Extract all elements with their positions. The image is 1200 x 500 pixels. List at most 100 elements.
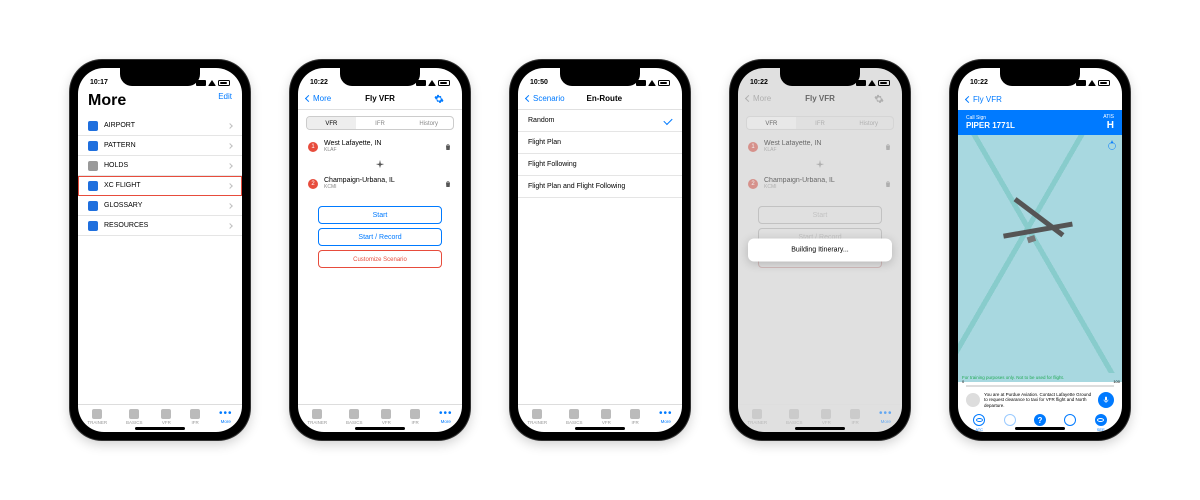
- tab-basics[interactable]: BASICS: [566, 409, 583, 425]
- back-button[interactable]: Scenario: [526, 94, 565, 103]
- trash-icon[interactable]: [444, 180, 452, 188]
- tab-more[interactable]: •••More: [219, 410, 233, 424]
- row-xc-flight[interactable]: XC FLIGHT: [78, 176, 242, 196]
- option-label: Random: [528, 117, 554, 124]
- message-row: You are at Purdue Aviation. Contact Lafa…: [958, 390, 1122, 412]
- trash-icon[interactable]: [444, 143, 452, 151]
- waypoint-2: 2 Champaign-Urbana, ILKCMI: [738, 173, 902, 194]
- mic-button[interactable]: [1098, 392, 1114, 408]
- status-time: 10:22: [750, 79, 768, 86]
- tab-ifr[interactable]: IFR: [190, 409, 200, 425]
- forward-button[interactable]: [1064, 414, 1076, 432]
- tab-more: •••More: [879, 410, 893, 424]
- tab-basics[interactable]: BASICS: [346, 409, 363, 425]
- waypoint-code: KCMI: [324, 184, 438, 190]
- tab-trainer[interactable]: TRAINER: [527, 409, 547, 425]
- notch: [780, 68, 860, 86]
- status-time: 10:17: [90, 79, 108, 86]
- airport-map[interactable]: [958, 135, 1122, 373]
- screen: 10:22 More Fly VFR VFR IFR History 1 Wes…: [738, 68, 902, 432]
- seg-ifr[interactable]: IFR: [356, 117, 405, 129]
- back-button[interactable]: Fly VFR: [966, 95, 1002, 104]
- callsign-value: PIPER 1771L: [966, 121, 1015, 130]
- seg-vfr: VFR: [747, 117, 796, 129]
- edit-button[interactable]: Edit: [218, 92, 232, 101]
- progress-bar[interactable]: [966, 385, 1114, 387]
- rewind-button[interactable]: [1004, 414, 1016, 432]
- seg-ifr: IFR: [796, 117, 845, 129]
- waypoint-2[interactable]: 2 Champaign-Urbana, ILKCMI: [298, 173, 462, 194]
- row-resources[interactable]: RESOURCES: [78, 216, 242, 236]
- option-plan-and-following[interactable]: Flight Plan and Flight Following: [518, 176, 682, 198]
- tab-trainer[interactable]: TRAINER: [307, 409, 327, 425]
- check-icon: [663, 116, 672, 125]
- callsign-header: Call Sign PIPER 1771L ATIS H: [958, 110, 1122, 135]
- start-record-button[interactable]: Start / Record: [318, 228, 442, 246]
- tab-ifr[interactable]: IFR: [630, 409, 640, 425]
- gear-icon: [864, 94, 894, 104]
- status-time: 10:22: [310, 79, 328, 86]
- screen: 10:17 Edit More AIRPORT PATTERN H: [78, 68, 242, 432]
- row-holds[interactable]: HOLDS: [78, 156, 242, 176]
- row-label: RESOURCES: [104, 222, 222, 229]
- start-button: Start: [758, 206, 882, 224]
- row-airport[interactable]: AIRPORT: [78, 116, 242, 136]
- content: Random Flight Plan Flight Following Flig…: [518, 110, 682, 404]
- tab-ifr[interactable]: IFR: [410, 409, 420, 425]
- xcflight-icon: [88, 181, 98, 191]
- nav-bar: More Fly VFR: [738, 88, 902, 110]
- settings-button[interactable]: [424, 94, 454, 104]
- waypoint-1[interactable]: 1 West Lafayette, INKLAF: [298, 136, 462, 157]
- waypoint-number: 1: [748, 142, 758, 152]
- phone-1-more: 10:17 Edit More AIRPORT PATTERN H: [70, 60, 250, 440]
- tab-vfr[interactable]: VFR: [601, 409, 611, 425]
- tab-more[interactable]: •••More: [439, 410, 453, 424]
- basics-icon: [569, 409, 579, 419]
- back-button[interactable]: More: [306, 94, 336, 103]
- eye-icon: [973, 414, 985, 426]
- nav-bar: Scenario En-Route: [518, 88, 682, 110]
- tab-vfr[interactable]: VFR: [161, 409, 171, 425]
- trash-icon: [884, 180, 892, 188]
- row-label: XC FLIGHT: [104, 182, 222, 189]
- route-arrow: [298, 157, 462, 173]
- tab-trainer[interactable]: TRAINER: [87, 409, 107, 425]
- segment-control[interactable]: VFR IFR History: [306, 116, 454, 130]
- vfr-icon: [601, 409, 611, 419]
- battery-icon: [658, 80, 670, 86]
- atc-button[interactable]: ATC: [973, 414, 985, 432]
- chevron-left-icon: [745, 95, 752, 102]
- home-indicator: [135, 427, 185, 430]
- customize-scenario-button[interactable]: Customize Scenario: [318, 250, 442, 268]
- chevron-left-icon: [965, 95, 972, 102]
- runway-diagram: [989, 192, 1090, 267]
- row-glossary[interactable]: GLOSSARY: [78, 196, 242, 216]
- seg-history[interactable]: History: [404, 117, 453, 129]
- tab-basics[interactable]: BASICS: [126, 409, 143, 425]
- building-toast: Building Itinerary...: [748, 239, 892, 262]
- status-time: 10:22: [970, 79, 988, 86]
- screen: 10:50 Scenario En-Route Random Flight Pl…: [518, 68, 682, 432]
- row-pattern[interactable]: PATTERN: [78, 136, 242, 156]
- settings-button: [864, 94, 894, 104]
- chevron-right-icon: [227, 163, 233, 169]
- tab-more[interactable]: •••More: [659, 410, 673, 424]
- glossary-icon: [88, 201, 98, 211]
- seg-vfr[interactable]: VFR: [307, 117, 356, 129]
- start-button[interactable]: Start: [318, 206, 442, 224]
- wifi-icon: [648, 80, 656, 86]
- see-button[interactable]: SEE: [1095, 414, 1107, 432]
- trainer-icon: [752, 409, 762, 419]
- option-flight-following[interactable]: Flight Following: [518, 154, 682, 176]
- chevron-left-icon: [305, 95, 312, 102]
- chevron-right-icon: [227, 123, 233, 129]
- option-random[interactable]: Random: [518, 110, 682, 132]
- compass-icon[interactable]: [1106, 139, 1118, 151]
- holds-icon: [88, 161, 98, 171]
- tab-vfr[interactable]: VFR: [381, 409, 391, 425]
- chevron-right-icon: [227, 203, 233, 209]
- tab-trainer: TRAINER: [747, 409, 767, 425]
- phone-5-sim: 10:22 Fly VFR Call Sign PIPER 1771L ATIS…: [950, 60, 1130, 440]
- vfr-icon: [161, 409, 171, 419]
- option-flight-plan[interactable]: Flight Plan: [518, 132, 682, 154]
